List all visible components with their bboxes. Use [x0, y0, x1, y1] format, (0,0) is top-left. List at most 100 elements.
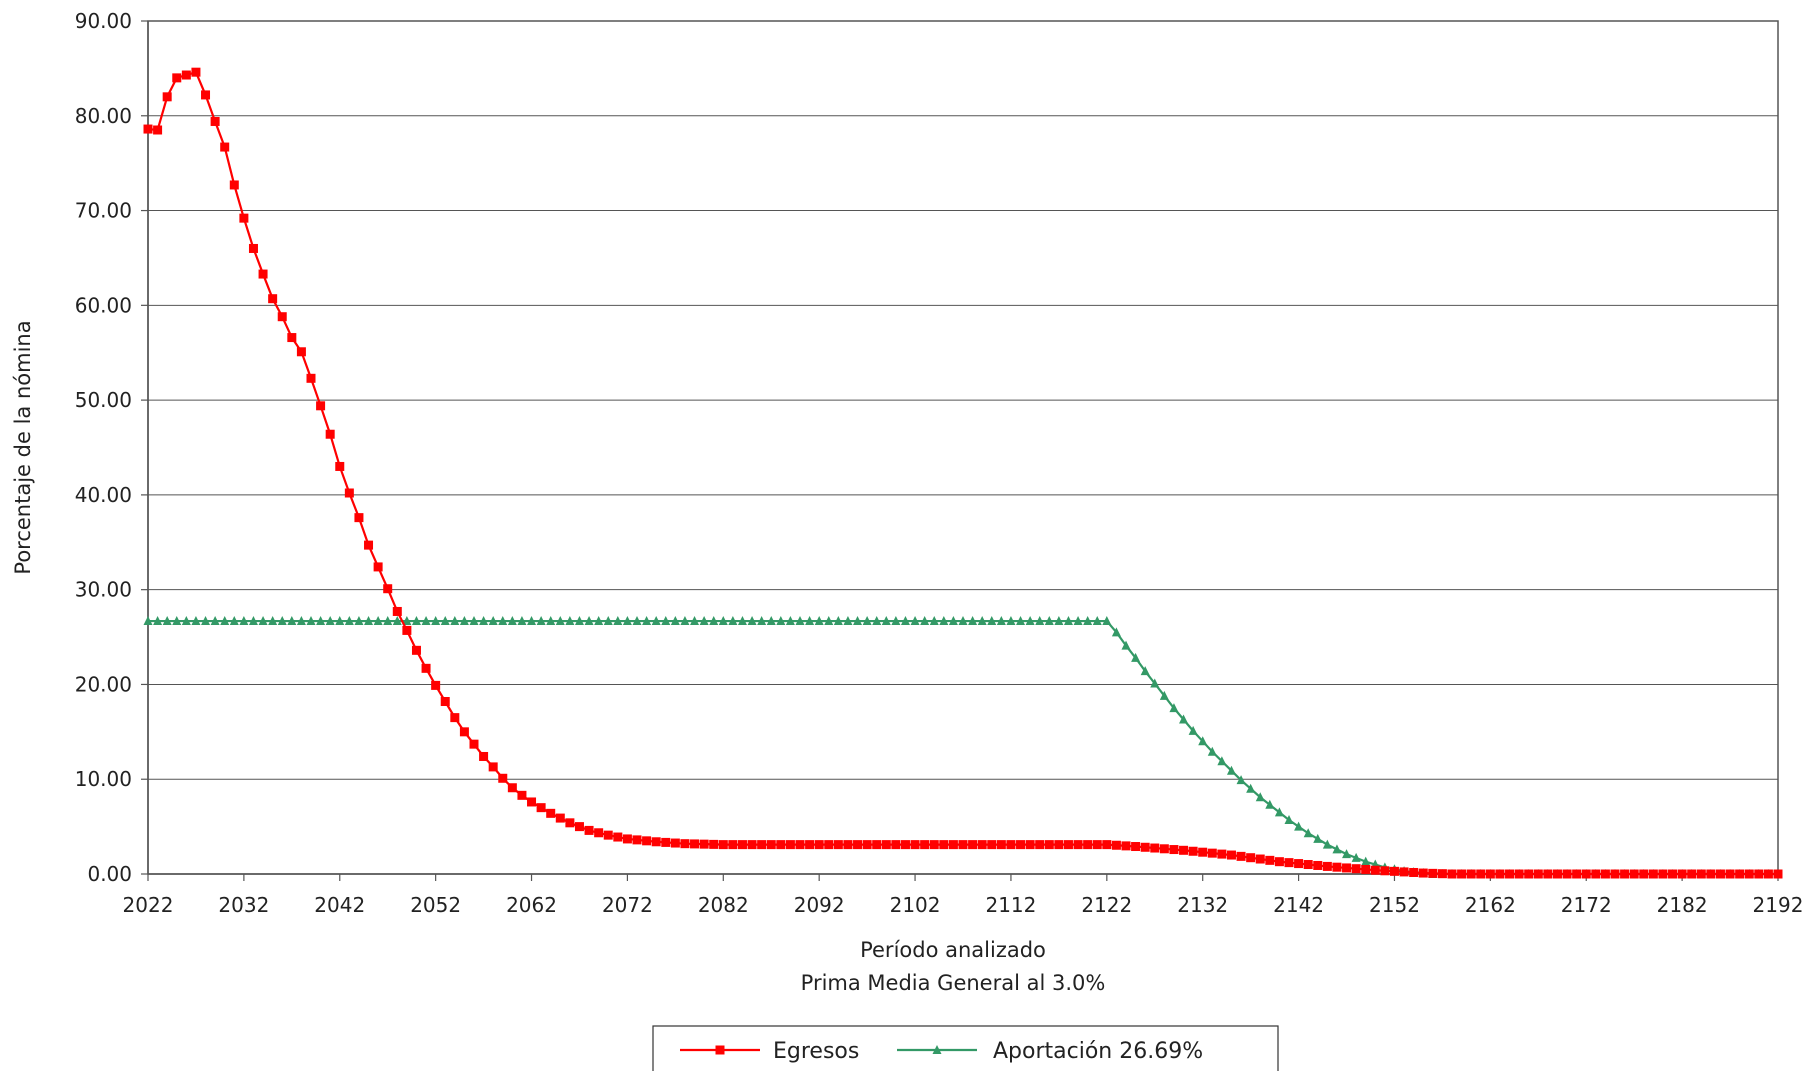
data-point	[258, 616, 268, 626]
data-point	[536, 616, 546, 626]
data-point	[1179, 845, 1189, 855]
data-point	[594, 828, 604, 838]
data-point	[1284, 858, 1294, 868]
data-point	[1063, 840, 1073, 850]
data-point	[210, 616, 220, 626]
data-point	[1140, 666, 1150, 676]
data-point	[440, 697, 450, 707]
data-point	[1188, 725, 1198, 735]
y-tick-label: 50.00	[75, 388, 132, 412]
data-point	[1342, 863, 1352, 873]
data-point	[1322, 861, 1332, 871]
y-tick-label: 70.00	[75, 199, 132, 223]
data-point	[1696, 869, 1706, 879]
data-point	[1332, 862, 1342, 872]
data-point	[1217, 756, 1227, 766]
plot-frame	[147, 20, 1779, 875]
data-point	[1648, 869, 1658, 879]
data-point	[450, 713, 460, 723]
data-point	[747, 616, 757, 626]
data-point	[1111, 627, 1121, 637]
data-point	[172, 73, 182, 83]
data-point	[201, 616, 211, 626]
legend-label-aportacion: Aportación 26.69%	[993, 1039, 1203, 1064]
data-point	[1159, 844, 1169, 854]
data-point	[181, 616, 191, 626]
data-point	[603, 830, 613, 840]
data-point	[1226, 765, 1236, 775]
data-point	[814, 616, 824, 626]
data-point	[939, 616, 949, 626]
data-point	[1150, 678, 1160, 688]
data-point	[383, 584, 393, 594]
data-point	[574, 616, 584, 626]
data-point	[690, 839, 700, 849]
data-point	[411, 616, 421, 626]
data-point	[1677, 869, 1687, 879]
data-point	[546, 808, 556, 818]
data-point	[1447, 869, 1457, 879]
data-point	[1303, 860, 1313, 870]
data-point	[958, 840, 968, 850]
data-point	[507, 616, 517, 626]
x-tick-label: 2172	[1561, 893, 1612, 917]
data-point	[795, 840, 805, 850]
x-tick-label: 2052	[410, 893, 461, 917]
data-point	[162, 92, 172, 102]
data-point	[824, 840, 834, 850]
data-point	[1255, 792, 1265, 802]
data-point	[392, 616, 402, 626]
data-point	[162, 616, 172, 626]
legend-marker	[932, 1045, 942, 1054]
x-tick-label: 2122	[1081, 893, 1132, 917]
data-point	[766, 840, 776, 850]
data-point	[1389, 866, 1399, 876]
data-point	[603, 616, 613, 626]
data-point	[220, 616, 230, 626]
data-point	[1044, 616, 1054, 626]
data-point	[1773, 869, 1783, 879]
data-point	[766, 616, 776, 626]
data-point	[488, 616, 498, 626]
x-tick-label: 2102	[890, 893, 941, 917]
data-point	[1495, 869, 1505, 879]
data-point	[1505, 869, 1515, 879]
data-point	[1006, 840, 1016, 850]
data-point	[306, 616, 316, 626]
data-point	[1207, 746, 1217, 756]
data-point	[987, 840, 997, 850]
data-point	[373, 562, 383, 572]
data-point	[728, 616, 738, 626]
data-point	[584, 825, 594, 835]
data-point	[833, 616, 843, 626]
data-point	[181, 70, 191, 80]
x-tick-label: 2152	[1369, 893, 1420, 917]
data-point	[1754, 869, 1764, 879]
data-point	[248, 616, 258, 626]
series-line	[148, 619, 1778, 876]
data-point	[335, 616, 345, 626]
data-point	[1370, 865, 1380, 875]
data-point	[642, 836, 652, 846]
data-point	[364, 540, 374, 550]
data-point	[1159, 690, 1169, 700]
data-point	[1658, 869, 1668, 879]
legend-marker-aportacion	[897, 1045, 977, 1054]
data-point	[1476, 869, 1486, 879]
data-point	[661, 837, 671, 847]
data-point	[1274, 807, 1284, 817]
x-axis-subtitle: Prima Media General al 3.0%	[801, 971, 1106, 995]
data-point	[613, 832, 623, 842]
data-point	[1418, 868, 1428, 878]
data-point	[642, 616, 652, 626]
legend: Egresos Aportación 26.69%	[652, 1025, 1279, 1071]
x-axis: 2022 2032 2042 2052 2062 2072 2082 2092 2102 2112…	[123, 873, 1803, 917]
data-point	[1313, 860, 1323, 870]
data-point	[1131, 842, 1141, 852]
data-point	[1399, 867, 1409, 877]
y-axis-title: Porcentaje de la nómina	[11, 320, 35, 574]
x-tick-label: 2062	[506, 893, 557, 917]
data-point	[920, 616, 930, 626]
data-point	[622, 834, 632, 844]
data-point	[670, 838, 680, 848]
